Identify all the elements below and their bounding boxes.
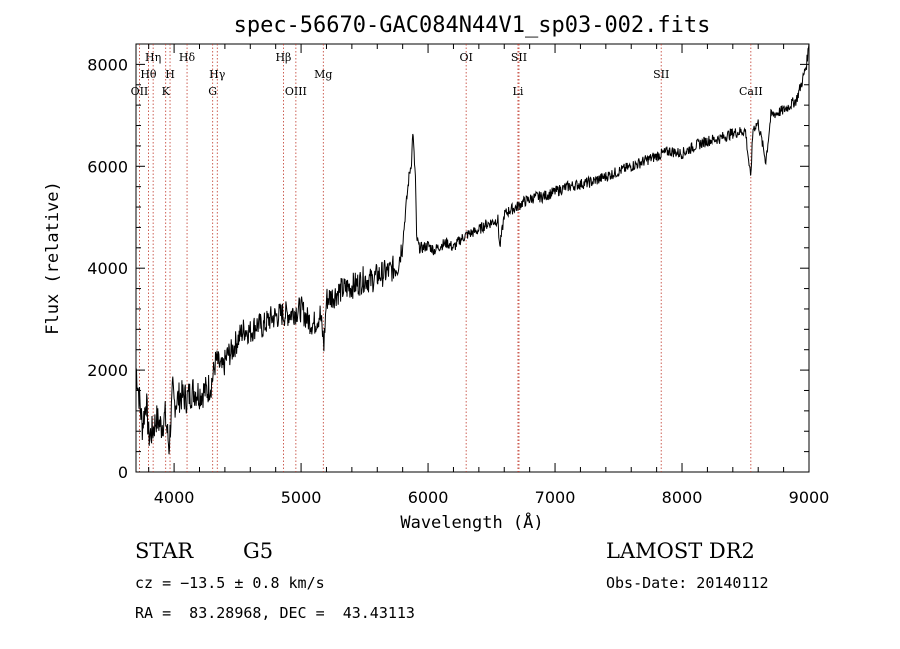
line-marker-label: SII [511, 51, 527, 64]
axes: 4000 5000 6000 7000 8000 9000 0 2000 4000 6000 800… [87, 44, 829, 507]
line-marker-label: Li [513, 85, 524, 98]
y-tick-label: 8000 [87, 55, 128, 74]
spectral-subclass: G5 [243, 539, 274, 563]
x-tick-label: 7000 [535, 488, 576, 507]
line-marker-label: Hγ [209, 68, 226, 81]
x-tick-label: 9000 [789, 488, 830, 507]
spectrum-line [135, 43, 810, 455]
line-marker-label: Hδ [179, 51, 196, 64]
line-marker-label: OIII [285, 85, 307, 98]
line-marker-label: Hη [145, 51, 161, 64]
line-marker-label: G [208, 85, 217, 98]
observation-date: Obs-Date: 20140112 [606, 574, 769, 592]
line-marker-label: CaII [739, 85, 763, 98]
line-markers: OII Hθ Hη KH Hδ G Hγ Hβ OIII Mg OI SII Li SII CaII [131, 44, 763, 472]
line-marker-label: Hβ [275, 51, 291, 64]
line-marker-label: Mg [314, 68, 332, 81]
radial-velocity: cz = −13.5 ± 0.8 km/s [135, 574, 325, 592]
line-marker-label: K [162, 85, 171, 98]
coordinates: RA = 83.28968, DEC = 43.43113 [135, 604, 415, 622]
y-tick-label: 2000 [87, 361, 128, 380]
line-marker-label: OI [459, 51, 472, 64]
plot-frame [135, 43, 810, 473]
y-tick-label: 6000 [87, 157, 128, 176]
x-tick-label: 5000 [281, 488, 322, 507]
x-tick-label: 6000 [408, 488, 449, 507]
line-marker-label: SII [653, 68, 669, 81]
line-marker-label: OII [131, 85, 149, 98]
chart-title: spec-56670-GAC084N44V1_sp03-002.fits [234, 13, 711, 38]
x-axis-label: Wavelength (Å) [400, 511, 543, 533]
y-tick-label: 4000 [87, 259, 128, 278]
line-marker-label: H [165, 68, 175, 81]
x-tick-label: 8000 [662, 488, 703, 507]
x-tick-label: 4000 [154, 488, 195, 507]
survey-name: LAMOST DR2 [606, 539, 755, 563]
object-type: STAR [135, 539, 194, 563]
y-axis-label: Flux (relative) [43, 181, 63, 335]
line-marker-label: Hθ [140, 68, 157, 81]
y-tick-label: 0 [118, 463, 128, 482]
